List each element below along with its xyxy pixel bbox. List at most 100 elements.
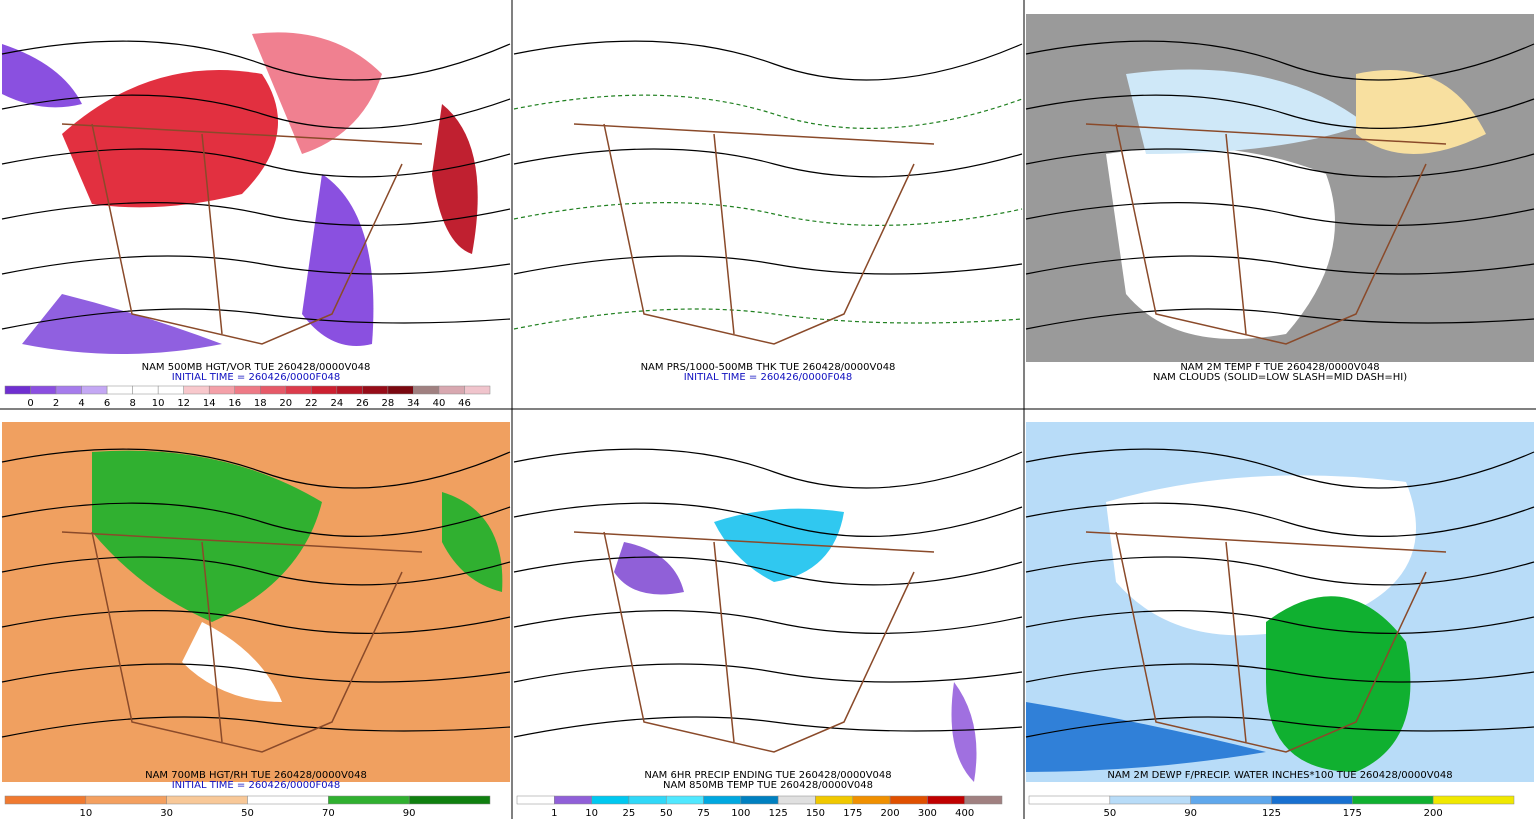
contour-line: [513, 663, 1023, 683]
map-shading: [182, 622, 282, 702]
colorbar-label: 1: [551, 808, 557, 819]
border-line: [61, 531, 423, 753]
colorbar-label: 10: [585, 808, 598, 819]
colorbar-label: 8: [129, 398, 135, 409]
colorbar-swatch: [1190, 795, 1272, 805]
colorbar-swatch: [85, 795, 167, 805]
colorbar-swatch: [328, 795, 410, 805]
contour-line: [1, 502, 511, 538]
map-panel: NAM 500MB HGT/VOR TUE 260428/0000V048INI…: [1, 14, 511, 409]
colorbar-label: 150: [806, 808, 825, 819]
colorbar-label: 70: [322, 808, 335, 819]
colorbar-label: 300: [918, 808, 937, 819]
colorbar-label: 14: [203, 398, 216, 409]
map-panel: NAM 6HR PRECIP ENDING TUE 260428/0000V04…: [513, 422, 1023, 819]
contour-line: [1, 663, 511, 683]
contour-line: [1, 716, 511, 738]
colorbar-label: 12: [177, 398, 190, 409]
contour-line: [513, 610, 1023, 634]
map-shading: [614, 542, 684, 595]
colorbar-swatch: [1432, 795, 1515, 805]
colorbar-label: 16: [228, 398, 241, 409]
map-background: [514, 422, 1022, 782]
contour-line: [1025, 556, 1535, 586]
colorbar-swatch: [703, 795, 742, 805]
colorbar-swatch: [1028, 795, 1111, 805]
colorbar-swatch: [740, 795, 779, 805]
contour-line: [1025, 663, 1535, 683]
map-caption: NAM 700MB HGT/RH TUE 260428/0000V048: [145, 770, 367, 781]
contour-line: [1025, 308, 1535, 330]
colorbar-swatch: [554, 795, 592, 805]
map-caption: NAM CLOUDS (SOLID=LOW SLASH=MID DASH=HI): [1153, 372, 1407, 383]
contour-line: [513, 202, 1023, 226]
map-shading: [1026, 702, 1266, 772]
map-shading: [1266, 596, 1411, 772]
map-shading: [442, 492, 503, 592]
colorbar-swatch: [183, 385, 210, 395]
contour-line: [1, 448, 511, 489]
colorbar-swatch: [413, 385, 440, 395]
map-shading: [252, 32, 382, 154]
contour-line: [513, 40, 1023, 81]
colorbar-swatch: [927, 795, 965, 805]
map-shading: [714, 508, 844, 582]
map-caption: NAM PRS/1000-500MB THK TUE 260428/0000V0…: [641, 362, 896, 373]
colorbar-swatch: [1109, 795, 1191, 805]
map-caption: INITIAL TIME = 260426/0000F048: [172, 780, 341, 791]
map-shading: [1106, 147, 1335, 339]
colorbar-label: 2: [53, 398, 59, 409]
colorbar-swatch: [166, 795, 248, 805]
colorbar-label: 28: [382, 398, 395, 409]
colorbar-label: 125: [1262, 808, 1281, 819]
colorbar-label: 22: [305, 398, 318, 409]
contour-line: [1, 148, 511, 178]
colorbar-label: 200: [1424, 808, 1443, 819]
colorbar-label: 100: [731, 808, 750, 819]
map-panel: NAM 700MB HGT/RH TUE 260428/0000V048INIT…: [1, 422, 511, 819]
contour-line: [1, 40, 511, 81]
contour-line: [1025, 255, 1535, 275]
colorbar-label: 30: [160, 808, 173, 819]
colorbar-swatch: [815, 795, 854, 805]
colorbar-label: 6: [104, 398, 110, 409]
colorbar-swatch: [665, 795, 704, 805]
contour-line: [1, 202, 511, 226]
map-caption: NAM 500MB HGT/VOR TUE 260428/0000V048: [142, 362, 371, 373]
colorbar-label: 90: [403, 808, 416, 819]
colorbar-label: 10: [79, 808, 92, 819]
colorbar-label: 46: [458, 398, 471, 409]
map-caption: NAM 2M DEWP F/PRECIP. WATER INCHES*100 T…: [1107, 770, 1452, 781]
colorbar-swatch: [311, 385, 338, 395]
contour-line: [1025, 148, 1535, 178]
colorbar-label: 4: [78, 398, 84, 409]
colorbar-swatch: [260, 385, 287, 395]
colorbar-swatch: [208, 385, 235, 395]
colorbar-swatch: [889, 795, 928, 805]
colorbar-swatch: [55, 385, 82, 395]
colorbar-label: 50: [660, 808, 673, 819]
colorbar-label: 400: [955, 808, 974, 819]
map-caption: NAM 850MB TEMP TUE 260428/0000V048: [663, 780, 873, 791]
colorbar-label: 26: [356, 398, 369, 409]
contour-line: [1025, 202, 1535, 226]
contour-line: [513, 556, 1023, 586]
colorbar-label: 175: [843, 808, 862, 819]
contour-line: [1025, 94, 1535, 130]
map-background: [514, 14, 1022, 362]
colorbar-swatch: [234, 385, 261, 395]
colorbar-swatch: [157, 385, 184, 395]
border-line: [573, 123, 935, 345]
colorbar-label: 125: [769, 808, 788, 819]
colorbar-swatch: [4, 795, 87, 805]
contour-line: [1025, 716, 1535, 738]
colorbar-swatch: [852, 795, 891, 805]
map-shading: [1126, 69, 1366, 154]
border-line: [573, 531, 935, 753]
colorbar-swatch: [4, 385, 31, 395]
border-line: [1085, 531, 1447, 753]
colorbar-swatch: [1352, 795, 1434, 805]
colorbar-label: 0: [27, 398, 33, 409]
contour-line: [1025, 40, 1535, 81]
map-shading: [302, 174, 374, 346]
